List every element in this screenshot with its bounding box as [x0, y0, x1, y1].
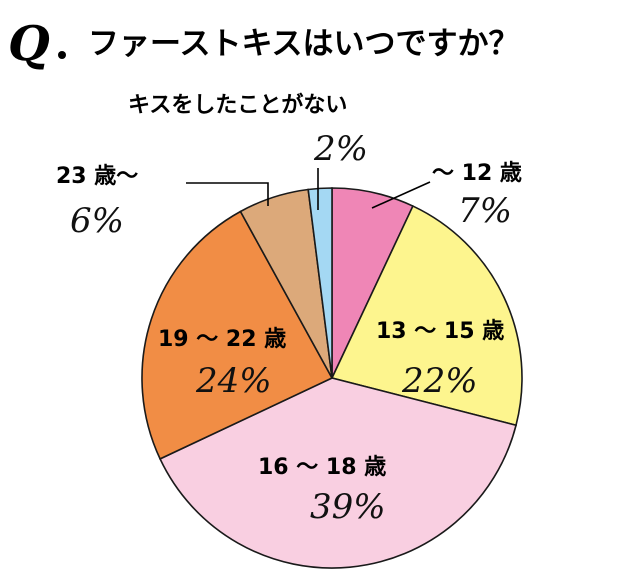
- category-label-never: キスをしたことがない: [128, 92, 347, 118]
- pie-slice-never: [307, 187, 333, 379]
- leader-line-23-plus: [186, 182, 269, 206]
- q-dot-icon: [58, 51, 66, 59]
- category-label-13-15: 13 〜 15 歳: [376, 319, 504, 344]
- chart-title: ファーストキスはいつですか？: [88, 26, 520, 62]
- percent-label-23-plus: 6%: [70, 201, 124, 241]
- category-label-16-18: 16 〜 18 歳: [258, 455, 386, 480]
- q-mark: Q: [8, 16, 50, 72]
- pie-slice-13-15: [330, 205, 523, 427]
- pie-slice-19-22: [141, 210, 334, 460]
- percent-label-under-12: 7%: [458, 191, 512, 231]
- category-label-19-22: 19 〜 22 歳: [158, 327, 286, 352]
- slice-labels: 〜 12 歳 7% 13 〜 15 歳 22% 16 〜 18 歳 39% 19 〜 22 …: [56, 92, 522, 527]
- pie-slice-16-18: [159, 377, 518, 569]
- pie-slices: [141, 187, 523, 569]
- category-label-under-12: 〜 12 歳: [432, 161, 522, 186]
- leader-lines: [186, 168, 431, 210]
- percent-label-19-22: 24%: [195, 361, 272, 401]
- leader-line-under-12: [371, 181, 431, 209]
- percent-label-13-15: 22%: [401, 361, 478, 401]
- percent-label-never: 2%: [313, 129, 368, 169]
- percent-label-16-18: 39%: [310, 487, 386, 527]
- category-label-23-plus: 23 歳〜: [56, 164, 138, 189]
- chart-header: Q ファーストキスはいつですか？: [8, 16, 520, 72]
